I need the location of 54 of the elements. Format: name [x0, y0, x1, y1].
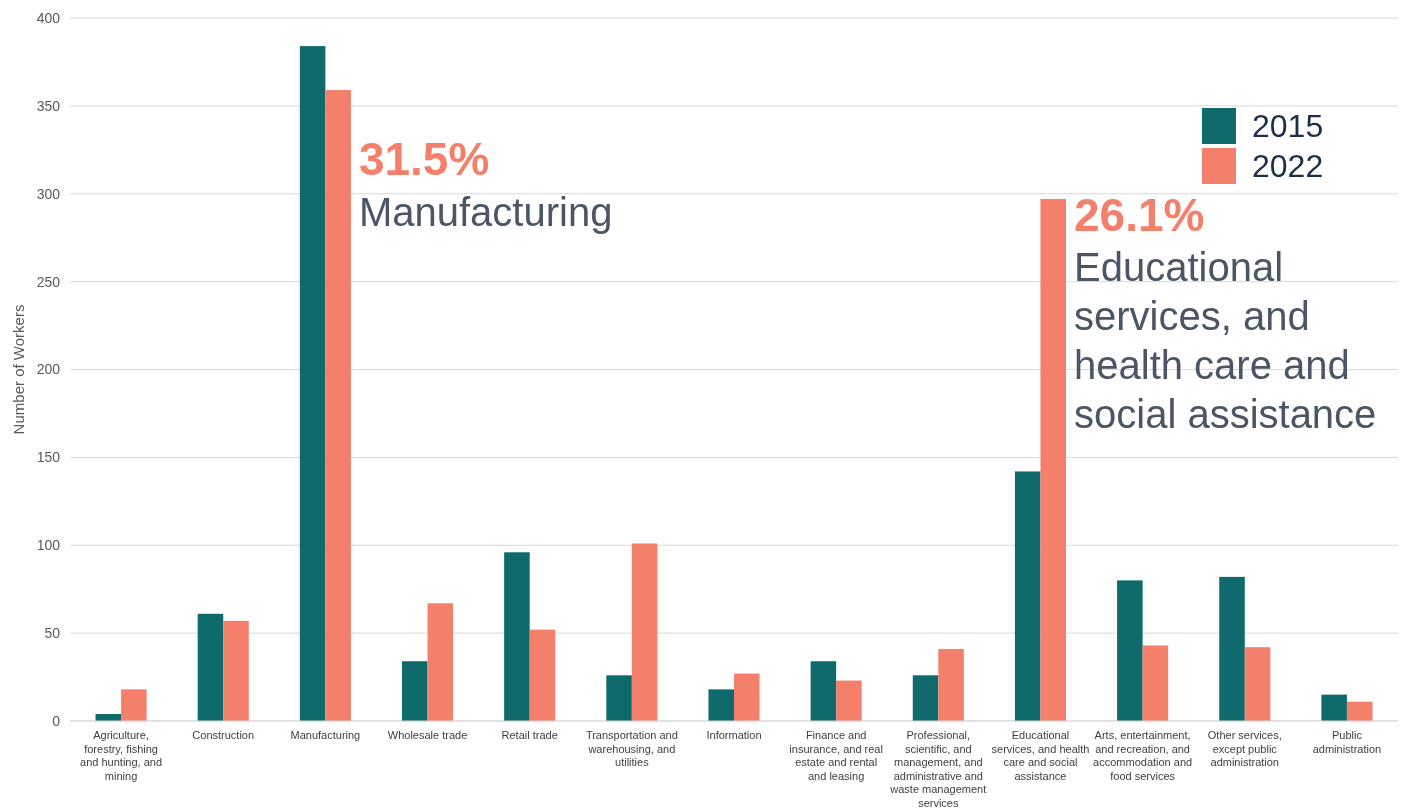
x-tick-label: Public administration — [1312, 729, 1382, 755]
bar — [1117, 580, 1143, 721]
bar — [836, 680, 862, 721]
bar — [810, 661, 837, 721]
x-tick-label: Construction — [192, 729, 255, 741]
x-tick-label: Transportation and warehousing, and utilities — [585, 729, 678, 768]
y-tick-label: 250 — [36, 273, 61, 290]
bar — [197, 613, 224, 721]
bar — [1244, 647, 1271, 721]
annotation: 31.5% — [358, 132, 490, 185]
bar — [606, 675, 632, 721]
y-tick-label: 0 — [52, 712, 61, 729]
x-tick-label: Educational services, and health care and social assistance — [991, 729, 1090, 782]
bar — [1040, 199, 1066, 721]
legend-label: 2022 — [1252, 148, 1324, 185]
y-tick-label: 50 — [44, 625, 61, 642]
y-tick-label: 100 — [36, 537, 61, 554]
bar — [734, 673, 760, 721]
bar — [427, 603, 454, 721]
bar — [1219, 576, 1245, 721]
x-tick-label: Manufacturing — [290, 729, 361, 741]
x-tick-label: Arts, entertainment, and recreation, and accommodation and food services — [1093, 729, 1193, 782]
bar — [402, 661, 428, 721]
annotation: Educational services, and health care and social assistance — [1074, 244, 1377, 436]
y-axis-title: Number of Workers — [10, 304, 27, 435]
y-tick-label: 350 — [36, 97, 61, 114]
x-tick-label: Finance and insurance, and real estate and rental and leasing — [789, 729, 883, 782]
y-tick-label: 200 — [36, 361, 61, 378]
bar — [504, 552, 530, 721]
bar — [912, 675, 939, 721]
x-tick-label: Wholesale trade — [387, 729, 468, 741]
bar — [1014, 471, 1041, 721]
legend-label: 2015 — [1252, 108, 1324, 145]
bar — [708, 689, 734, 721]
bar — [223, 620, 249, 721]
x-tick-label: Professional, scientific, and management, and administrative and waste management services — [889, 729, 987, 808]
bar — [938, 648, 964, 721]
bar — [631, 543, 658, 721]
y-tick-label: 300 — [36, 185, 61, 202]
x-tick-label: Other services, except public administration — [1207, 729, 1282, 768]
y-tick-label: 400 — [36, 9, 61, 26]
x-tick-label: Retail trade — [501, 729, 558, 741]
annotation: 26.1% — [1074, 188, 1205, 241]
bar — [529, 629, 556, 721]
y-tick-label: 150 — [36, 449, 61, 466]
x-tick-label: Information — [706, 729, 762, 741]
annotation: Manufacturing — [358, 190, 613, 235]
bar — [1346, 701, 1373, 721]
bar — [299, 46, 326, 721]
bar — [325, 90, 351, 721]
x-tick-label: Agriculture, forestry, fishing and hunting, and mining — [80, 729, 163, 782]
bar — [1142, 645, 1169, 721]
bar — [1321, 694, 1347, 721]
bar — [121, 689, 147, 721]
